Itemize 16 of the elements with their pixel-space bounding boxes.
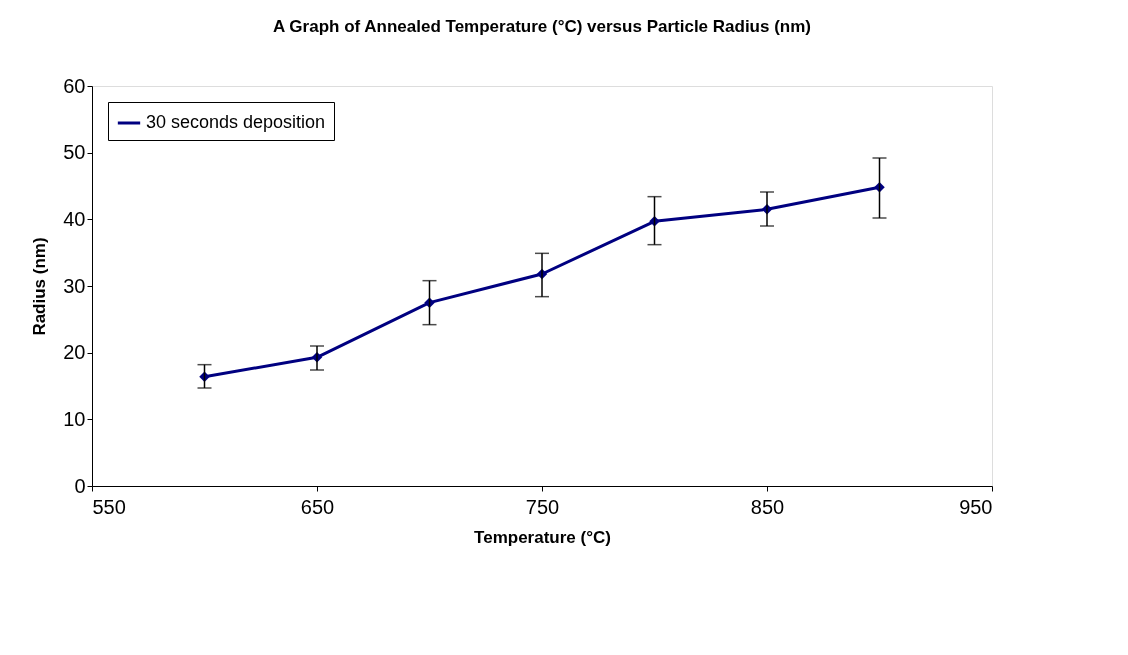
chart-title: A Graph of Annealed Temperature (°C) versus Particle Radius (nm)	[272, 17, 812, 36]
x-tick-label: 950	[959, 495, 993, 518]
x-tick-label: 650	[300, 495, 335, 518]
y-tick-label: 50	[63, 141, 86, 164]
x-tick-label: 750	[525, 495, 560, 518]
y-tick-label: 10	[63, 407, 86, 430]
legend-label: 30 seconds deposition	[146, 112, 326, 132]
y-tick-label: 40	[63, 207, 86, 230]
y-tick-label: 20	[63, 341, 86, 364]
y-axis-title: Radius (nm)	[30, 237, 50, 336]
y-tick-label: 0	[74, 474, 86, 497]
x-tick-label: 550	[92, 495, 126, 518]
x-axis-title: Temperature (°C)	[474, 527, 611, 547]
y-tick-label: 60	[63, 74, 86, 97]
y-tick-label: 30	[63, 274, 86, 297]
x-tick-label: 850	[750, 495, 785, 518]
